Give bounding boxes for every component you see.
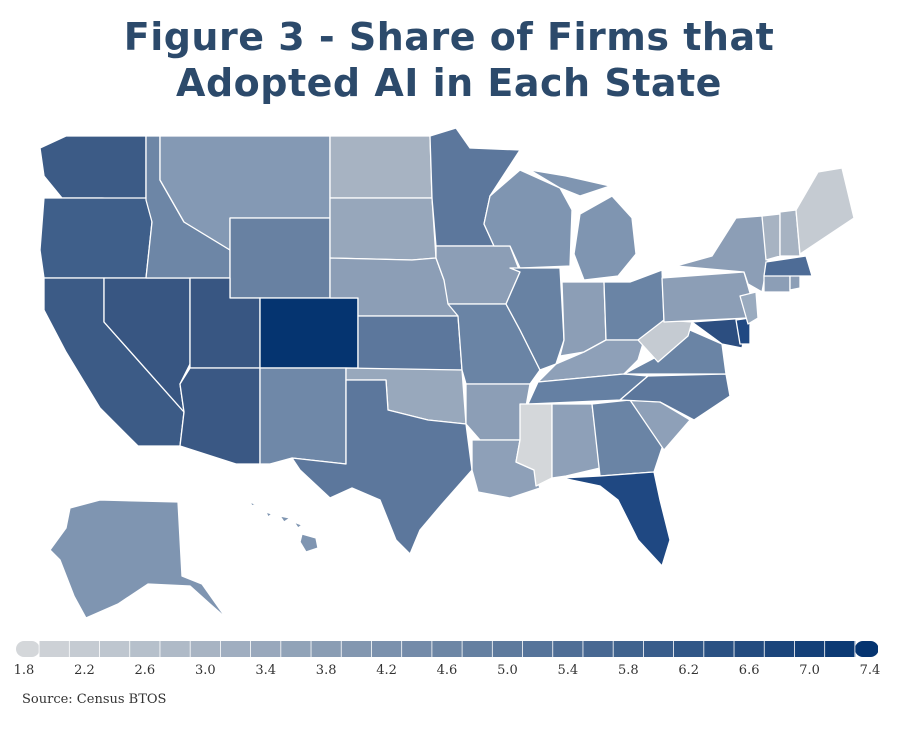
- state-arizona: [179, 367, 261, 465]
- state-illinois: [505, 267, 565, 371]
- state-new-jersey: [739, 291, 759, 325]
- state-south-dakota: [329, 197, 437, 261]
- state-delaware: [735, 317, 751, 345]
- state-connecticut: [763, 273, 791, 293]
- legend-swatch: [280, 641, 312, 657]
- state-alaska: [49, 499, 227, 619]
- legend-swatch: [522, 641, 554, 657]
- legend-swatch: [431, 641, 463, 657]
- state-oregon: [39, 197, 153, 279]
- legend-swatch: [492, 641, 524, 657]
- legend-swatch: [159, 641, 191, 657]
- legend-tick-label: 5.8: [617, 663, 639, 678]
- legend-swatch: [190, 641, 221, 657]
- legend-tick-label: 7.4: [859, 663, 881, 678]
- legend-swatch: [16, 641, 40, 657]
- state-hawaii: [249, 501, 319, 553]
- title-line-1: Figure 3 - Share of Firms that: [123, 15, 775, 59]
- state-new-mexico: [259, 367, 347, 465]
- source-note: Source: Census BTOS: [22, 692, 167, 707]
- state-kansas: [357, 315, 463, 371]
- legend-tick-label: 2.6: [134, 663, 156, 678]
- legend-tick-label: 5.0: [497, 663, 518, 678]
- state-north-carolina: [619, 373, 731, 421]
- legend-swatch: [673, 641, 705, 657]
- state-virginia: [623, 329, 727, 375]
- color-scale-legend: [16, 641, 878, 657]
- state-michigan-upper: [529, 169, 611, 197]
- legend-swatch: [311, 641, 342, 657]
- state-texas: [291, 379, 473, 555]
- legend-swatch: [613, 641, 644, 657]
- state-massachusetts: [763, 255, 813, 277]
- legend-tick-label: 5.4: [557, 663, 579, 678]
- state-north-dakota: [329, 135, 433, 199]
- legend-swatch: [371, 641, 403, 657]
- legend-swatch: [250, 641, 282, 657]
- legend-swatch: [401, 641, 433, 657]
- legend-swatch: [582, 641, 614, 657]
- legend-swatch: [99, 641, 131, 657]
- legend-swatch: [129, 641, 161, 657]
- state-michigan: [573, 195, 637, 281]
- legend-swatch: [854, 641, 878, 657]
- state-west-virginia: [637, 319, 693, 363]
- legend-swatch: [220, 641, 252, 657]
- state-colorado: [259, 297, 359, 369]
- legend-tick-label: 3.8: [315, 663, 337, 678]
- state-maryland: [691, 317, 749, 349]
- state-new-hampshire: [779, 209, 801, 257]
- legend-swatch: [764, 641, 796, 657]
- legend-tick-label: 3.4: [255, 663, 277, 678]
- state-washington: [39, 135, 147, 201]
- state-wyoming: [229, 217, 331, 299]
- legend-tick-label: 3.0: [194, 663, 216, 678]
- legend-tick-label: 4.2: [376, 663, 397, 678]
- state-pennsylvania: [661, 271, 753, 323]
- legend-tick-label: 6.2: [678, 663, 700, 678]
- state-iowa: [435, 245, 521, 305]
- state-alabama: [551, 403, 601, 479]
- legend-swatch: [69, 641, 101, 657]
- legend-tick-label: 7.0: [799, 663, 820, 678]
- legend-swatch: [552, 641, 584, 657]
- legend-swatch: [734, 641, 765, 657]
- legend-swatch: [462, 641, 493, 657]
- legend-swatch: [643, 641, 675, 657]
- legend-swatch: [39, 641, 70, 657]
- state-wisconsin: [483, 169, 573, 269]
- legend-tick-label: 6.6: [738, 663, 760, 678]
- legend-swatch: [341, 641, 373, 657]
- legend-swatch: [794, 641, 826, 657]
- legend-tick-label: 1.8: [13, 663, 35, 678]
- state-maine: [795, 167, 855, 255]
- state-florida: [561, 471, 671, 567]
- title-line-2: Adopted AI in Each State: [176, 61, 722, 105]
- legend-tick-label: 4.6: [436, 663, 458, 678]
- legend-swatch: [824, 641, 856, 657]
- legend-tick-label: 2.2: [74, 663, 95, 678]
- legend-swatch: [703, 641, 735, 657]
- map-title: Figure 3 - Share of Firms that Adopted A…: [0, 14, 898, 106]
